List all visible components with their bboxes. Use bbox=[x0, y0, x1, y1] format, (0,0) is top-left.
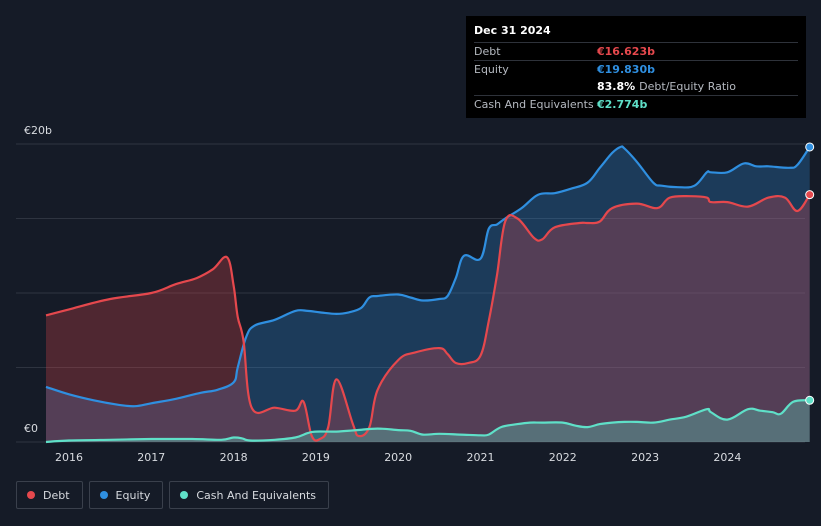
legend-item-debt[interactable]: Debt bbox=[16, 481, 83, 509]
tooltip-debt-value: €16.623b bbox=[597, 45, 655, 58]
y-tick-label: €0 bbox=[24, 422, 38, 435]
tick-layer: €20b €0 2016 2017 2018 2019 2020 2021 2022 2023 20… bbox=[24, 124, 741, 464]
legend-debt-label: Debt bbox=[43, 488, 70, 502]
tooltip-debt-label: Debt bbox=[474, 45, 501, 58]
debt-area bbox=[46, 194, 810, 442]
y-tick-label: €20b bbox=[24, 124, 52, 137]
cash-line bbox=[45, 399, 810, 444]
x-tick-label-2017: 2017 bbox=[137, 451, 165, 464]
equity-area bbox=[46, 146, 810, 443]
marker-layer bbox=[805, 142, 815, 405]
equity-line bbox=[45, 145, 811, 408]
debt-end-marker[interactable] bbox=[805, 190, 815, 200]
tooltip-cash-value: €2.774b bbox=[597, 98, 648, 111]
cash-end-marker[interactable] bbox=[805, 395, 815, 405]
legend-item-cash[interactable]: Cash And Equivalents bbox=[169, 481, 329, 509]
legend-equity-label: Equity bbox=[115, 488, 151, 502]
legend-cash-label: Cash And Equivalents bbox=[196, 488, 316, 502]
tooltip-cash-label: Cash And Equivalents bbox=[474, 98, 594, 111]
chart: €20b €0 2016 2017 2018 2019 2020 2021 2022 2023 20… bbox=[16, 124, 815, 464]
tooltip-equity-label: Equity bbox=[474, 63, 509, 76]
x-tick-label-2019: 2019 bbox=[302, 451, 330, 464]
x-tick-label-2021: 2021 bbox=[467, 451, 495, 464]
x-tick-label-2018: 2018 bbox=[220, 451, 248, 464]
cash-area bbox=[46, 400, 810, 442]
equity-end-marker[interactable] bbox=[805, 142, 815, 152]
tooltip-ratio-value: 83.8% bbox=[597, 80, 636, 93]
x-tick-label-2023: 2023 bbox=[631, 451, 659, 464]
tooltip-equity-value: €19.830b bbox=[597, 63, 655, 76]
tooltip-ratio-label: Debt/Equity Ratio bbox=[639, 80, 736, 93]
x-tick-label-2022: 2022 bbox=[549, 451, 577, 464]
tooltip-row-ratio: 83.8% Debt/Equity Ratio bbox=[474, 78, 798, 95]
debt-line bbox=[45, 194, 811, 442]
debt-dot-icon bbox=[27, 491, 35, 499]
cash-dot-icon bbox=[180, 491, 189, 499]
tooltip-row-equity: Equity €19.830b bbox=[474, 60, 798, 78]
line-layer bbox=[45, 145, 811, 444]
tooltip-row-cash: Cash And Equivalents €2.774b bbox=[474, 95, 798, 113]
tooltip-row-debt: Debt €16.623b bbox=[474, 42, 798, 60]
x-tick-label-2016: 2016 bbox=[55, 451, 83, 464]
tooltip: Dec 31 2024 Debt €16.623b Equity €19.830… bbox=[466, 16, 806, 118]
tooltip-date: Dec 31 2024 bbox=[474, 24, 551, 37]
equity-dot-icon bbox=[99, 491, 108, 499]
legend: Debt Equity Cash And Equivalents bbox=[16, 481, 329, 509]
legend-item-equity[interactable]: Equity bbox=[88, 481, 164, 509]
area-layer bbox=[46, 146, 810, 443]
x-tick-label-2024: 2024 bbox=[713, 451, 741, 464]
x-tick-label-2020: 2020 bbox=[384, 451, 412, 464]
